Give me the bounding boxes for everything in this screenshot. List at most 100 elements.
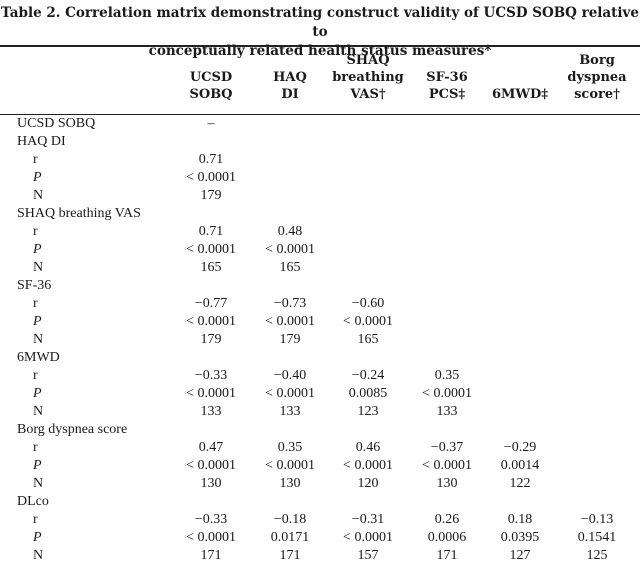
empty-cell: [554, 259, 640, 277]
empty-cell: [328, 493, 408, 511]
p-value: < 0.0001: [265, 386, 315, 401]
p-value: < 0.0001: [186, 170, 236, 185]
empty-cell: [554, 205, 640, 223]
stat-row-r: r 0.71: [0, 151, 640, 169]
sample-size: 171: [436, 548, 458, 563]
empty-cell: [486, 493, 554, 511]
p-value: < 0.0001: [343, 458, 393, 473]
header-rule: [0, 114, 640, 115]
empty-cell: [486, 241, 554, 259]
empty-cell: [486, 169, 554, 187]
column-header: UCSD SOBQ: [189, 70, 233, 102]
measure-label: HAQ DI: [17, 134, 66, 149]
empty-cell: [328, 151, 408, 169]
empty-cell: [554, 349, 640, 367]
empty-cell: [328, 205, 408, 223]
correlation-value: 0.71: [198, 152, 224, 167]
stat-row-r: r 0.47 0.35 0.46 −0.37 −0.29: [0, 439, 640, 457]
empty-cell: [328, 115, 408, 133]
stat-row-p: P < 0.0001 < 0.0001: [0, 241, 640, 259]
empty-cell: [170, 277, 252, 295]
empty-cell: [252, 115, 328, 133]
p-value: < 0.0001: [422, 386, 472, 401]
diagonal-cell: –: [207, 116, 215, 131]
empty-cell: [252, 133, 328, 151]
p-value: < 0.0001: [343, 530, 393, 545]
empty-cell: [408, 277, 486, 295]
correlation-value: −0.37: [430, 440, 464, 455]
sample-size: 130: [279, 476, 301, 491]
empty-cell: [554, 187, 640, 205]
empty-cell: [328, 277, 408, 295]
empty-cell: [328, 421, 408, 439]
empty-cell: [252, 187, 328, 205]
matrix-body: UCSD SOBQ – HAQ DI r 0.71 P < 0.0001 N 179 SHAQ b…: [0, 107, 640, 565]
empty-cell: [408, 349, 486, 367]
correlation-value: −0.18: [273, 512, 307, 527]
sample-size: 123: [357, 404, 379, 419]
empty-cell: [554, 457, 640, 475]
stat-row-n: N 179: [0, 187, 640, 205]
empty-cell: [408, 259, 486, 277]
column-header: HAQ DI: [273, 70, 307, 102]
stat-label: r: [33, 440, 38, 455]
stat-row-n: N 179 179 165: [0, 331, 640, 349]
sample-size: 165: [279, 260, 301, 275]
measure-label: Borg dyspnea score: [17, 422, 128, 437]
header-row: UCSD SOBQ HAQ DI SHAQ breathing VAS† SF-36 PC…: [0, 48, 640, 107]
empty-cell: [252, 277, 328, 295]
empty-cell: [252, 205, 328, 223]
empty-cell: [486, 313, 554, 331]
correlation-value: 0.71: [198, 224, 224, 239]
stat-row-n: N 171 171 157 171 127 125: [0, 547, 640, 565]
p-value: 0.0006: [427, 530, 467, 545]
empty-cell: [486, 421, 554, 439]
stat-row-n: N 130 130 120 130 122: [0, 475, 640, 493]
empty-cell: [486, 223, 554, 241]
empty-cell: [554, 385, 640, 403]
empty-cell: [328, 169, 408, 187]
measure-row: HAQ DI: [0, 133, 640, 151]
empty-cell: [554, 313, 640, 331]
stat-label: P: [33, 314, 42, 329]
empty-cell: [408, 151, 486, 169]
stat-row-p: P < 0.0001: [0, 169, 640, 187]
column-header: SHAQ breathing VAS†: [332, 53, 404, 102]
empty-cell: [486, 205, 554, 223]
sample-size: 120: [357, 476, 379, 491]
empty-cell: [486, 349, 554, 367]
stat-row-r: r −0.33 −0.40 −0.24 0.35: [0, 367, 640, 385]
sample-size: 125: [586, 548, 608, 563]
empty-cell: [486, 277, 554, 295]
correlation-matrix: UCSD SOBQ HAQ DI SHAQ breathing VAS† SF-36 PC…: [0, 48, 640, 565]
sample-size: 165: [357, 332, 379, 347]
sample-size: 179: [200, 332, 222, 347]
measure-row: SF-36: [0, 277, 640, 295]
top-rule-double: [0, 46, 640, 47]
empty-cell: [252, 421, 328, 439]
sample-size: 127: [509, 548, 531, 563]
stat-label: P: [33, 170, 42, 185]
empty-cell: [554, 151, 640, 169]
correlation-value: 0.35: [277, 440, 303, 455]
empty-cell: [554, 223, 640, 241]
measure-label: UCSD SOBQ: [17, 116, 96, 131]
stat-label: P: [33, 386, 42, 401]
empty-cell: [252, 493, 328, 511]
stat-row-p: P < 0.0001 0.0171 < 0.0001 0.0006 0.0395 0.154…: [0, 529, 640, 547]
stat-label: N: [33, 476, 44, 491]
empty-cell: [554, 421, 640, 439]
measure-row: UCSD SOBQ –: [0, 115, 640, 133]
correlation-value: −0.60: [351, 296, 385, 311]
empty-cell: [408, 223, 486, 241]
correlation-value: 0.46: [355, 440, 381, 455]
empty-cell: [328, 259, 408, 277]
correlation-value: 0.48: [277, 224, 303, 239]
empty-cell: [408, 115, 486, 133]
empty-cell: [408, 331, 486, 349]
sample-size: 122: [509, 476, 531, 491]
table-caption: Table 2. Correlation matrix demonstratin…: [0, 4, 640, 61]
stat-label: N: [33, 332, 44, 347]
sample-size: 171: [279, 548, 301, 563]
stat-label: r: [33, 368, 38, 383]
